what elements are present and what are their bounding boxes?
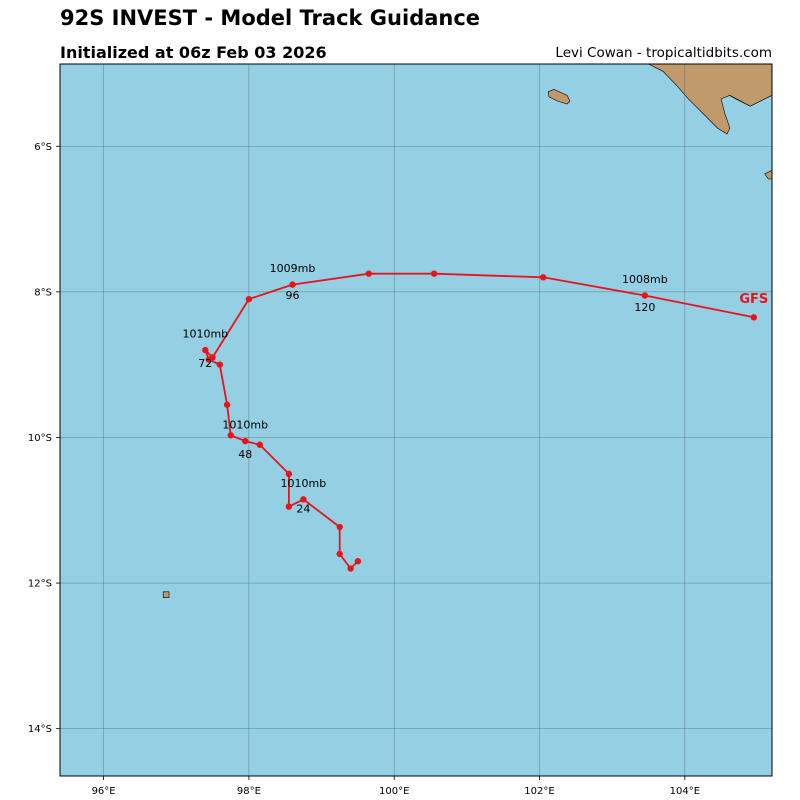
track-point (641, 292, 649, 299)
track-point (289, 281, 296, 288)
track-point (347, 565, 354, 572)
track-annotation: 1008mb (622, 273, 668, 286)
track-point (336, 523, 343, 531)
model-label: GFS (739, 292, 768, 307)
track-annotation: 1010mb (182, 328, 228, 341)
map-frame (59, 63, 773, 777)
ocean-background (60, 64, 772, 776)
land-sumatra-south-shore (648, 64, 772, 135)
track-point (209, 354, 216, 361)
track-point (300, 496, 307, 503)
tick-label-lon: 102°E (524, 786, 554, 797)
track-point (285, 503, 293, 510)
track-annotation: 1010mb (222, 419, 268, 432)
track-annotation: 1009mb (270, 262, 316, 275)
track-point (202, 346, 209, 354)
track-point (354, 558, 362, 565)
tick-label-lon: 98°E (237, 786, 261, 797)
land-enggano-island (547, 89, 571, 105)
tick-label-lon: 104°E (670, 786, 700, 797)
chart-title: 92S INVEST - Model Track Guidance (60, 6, 481, 30)
chart-subtitle: Initialized at 06z Feb 03 2026 (60, 43, 327, 62)
track-point (430, 270, 438, 277)
track-point (750, 314, 758, 321)
track-point (336, 550, 343, 558)
track-point (216, 361, 224, 368)
tick-label-lat: 12°S (28, 579, 52, 590)
track-annotation: 96 (285, 289, 299, 302)
plot-area (60, 64, 772, 776)
track-annotation: 120 (634, 301, 655, 314)
land-christmas-island (162, 591, 170, 598)
track-annotation: 48 (238, 448, 252, 461)
track-point (256, 441, 263, 448)
track-annotation: 24 (296, 502, 310, 515)
tick-label-lat: 10°S (28, 433, 52, 444)
track-point (242, 437, 249, 445)
track-point (365, 270, 372, 277)
track-point (285, 470, 293, 478)
track-point (539, 274, 547, 281)
tick-label-lat: 14°S (28, 724, 52, 735)
track-annotation: 1010mb (281, 477, 327, 490)
track-point (227, 432, 234, 439)
track-point (245, 295, 253, 303)
track-annotation: 72 (198, 357, 212, 370)
track-point (223, 401, 231, 408)
tick-label-lat: 6°S (34, 142, 52, 153)
track-line-gfs (204, 272, 754, 570)
tick-label-lon: 100°E (379, 786, 409, 797)
tick-label-lat: 8°S (34, 287, 52, 298)
credit-text: Levi Cowan - tropicaltidbits.com (555, 45, 772, 61)
tick-label-lon: 96°E (92, 786, 116, 797)
land-java-tip (764, 169, 772, 180)
